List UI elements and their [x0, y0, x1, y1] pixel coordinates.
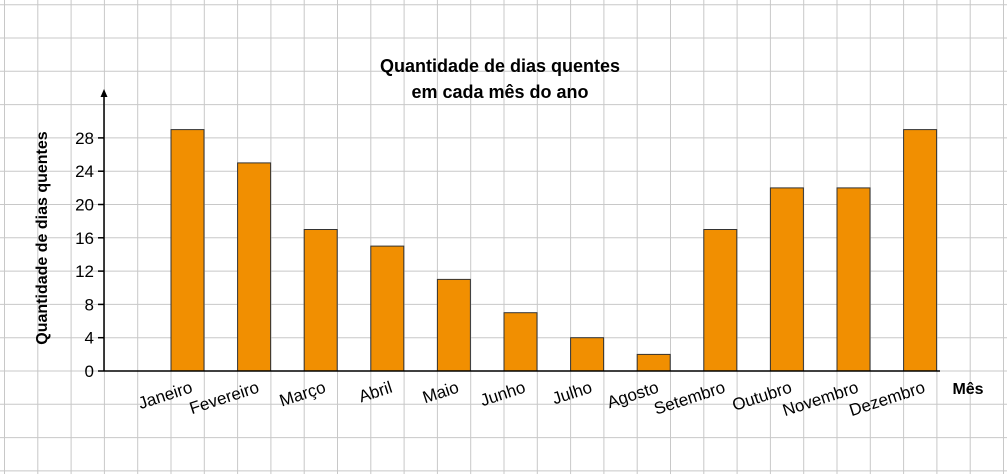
- y-tick-label-16: 16: [75, 229, 94, 248]
- y-tick-label-24: 24: [75, 162, 94, 181]
- x-label-janeiro: Janeiro: [136, 378, 195, 413]
- y-tick-label-28: 28: [75, 129, 94, 148]
- x-label-mar-o: Março: [277, 378, 328, 411]
- bar-novembro: [836, 187, 871, 372]
- x-label-junho: Junho: [478, 378, 528, 410]
- x-axis-title: Mês: [952, 381, 983, 398]
- y-tick-label-0: 0: [85, 362, 94, 381]
- y-tick-label-12: 12: [75, 262, 94, 281]
- y-ticks: 0 4 8 12 16 20 24 28: [75, 129, 104, 381]
- x-label-abril: Abril: [356, 378, 394, 407]
- x-label-setembro: Setembro: [652, 378, 728, 419]
- chart-title-line-1: Quantidade de dias quentes: [380, 56, 620, 76]
- bar-fevereiro: [237, 162, 272, 372]
- chart-title-line-2: em cada mês do ano: [411, 82, 588, 102]
- y-tick-label-4: 4: [85, 329, 94, 348]
- y-tick-label-8: 8: [85, 295, 94, 314]
- y-axis-arrow: [100, 89, 108, 97]
- x-label-novembro: Novembro: [780, 378, 860, 420]
- bar-abril: [370, 245, 405, 372]
- x-label-dezembro: Dezembro: [847, 378, 927, 420]
- bar-setembro: [703, 229, 738, 372]
- x-label-julho: Julho: [550, 378, 595, 409]
- y-axis-title: Quantidade de dias quentes: [34, 131, 51, 344]
- bar-mar-o: [303, 229, 338, 372]
- y-tick-label-20: 20: [75, 196, 94, 215]
- x-label-maio: Maio: [420, 378, 461, 407]
- bars: [170, 129, 938, 372]
- bar-agosto: [636, 353, 671, 372]
- bar-janeiro: [170, 129, 205, 372]
- bar-maio: [436, 278, 471, 372]
- bar-dezembro: [903, 129, 938, 372]
- x-label-fevereiro: Fevereiro: [187, 378, 261, 418]
- bar-julho: [570, 337, 605, 372]
- bar-junho: [503, 312, 538, 372]
- bar-outubro: [769, 187, 804, 372]
- x-label-agosto: Agosto: [605, 378, 661, 412]
